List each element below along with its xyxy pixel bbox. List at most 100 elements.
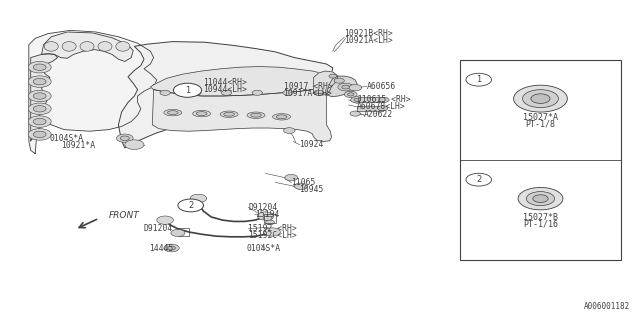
Circle shape	[283, 90, 293, 95]
Polygon shape	[152, 82, 332, 141]
Circle shape	[173, 83, 202, 97]
Circle shape	[257, 212, 274, 220]
Text: 14445: 14445	[149, 244, 173, 253]
Bar	[460, 60, 621, 260]
Circle shape	[221, 90, 232, 95]
Text: 0104S*A: 0104S*A	[246, 244, 280, 253]
Circle shape	[157, 216, 173, 224]
Polygon shape	[358, 97, 384, 102]
Ellipse shape	[116, 42, 130, 51]
Circle shape	[266, 220, 275, 225]
Circle shape	[171, 229, 185, 236]
Circle shape	[263, 216, 272, 220]
Circle shape	[190, 194, 207, 203]
Circle shape	[33, 131, 46, 138]
Circle shape	[294, 183, 307, 189]
Circle shape	[354, 98, 360, 101]
Polygon shape	[29, 30, 157, 154]
Text: 11065: 11065	[291, 178, 316, 187]
Text: PT-1/8: PT-1/8	[525, 120, 556, 129]
Text: 10921B<RH>: 10921B<RH>	[344, 29, 393, 38]
Text: 10921*A: 10921*A	[61, 141, 95, 150]
Circle shape	[533, 195, 548, 203]
Text: J10615 <RH>: J10615 <RH>	[357, 95, 411, 104]
Circle shape	[28, 90, 51, 102]
Polygon shape	[357, 106, 383, 111]
Text: 15192C<LH>: 15192C<LH>	[248, 231, 297, 240]
Ellipse shape	[251, 113, 261, 117]
Ellipse shape	[62, 42, 76, 51]
Ellipse shape	[80, 42, 94, 51]
Circle shape	[314, 90, 324, 95]
Circle shape	[329, 74, 337, 78]
Text: 15192 <RH>: 15192 <RH>	[248, 224, 297, 233]
Circle shape	[348, 93, 354, 96]
Ellipse shape	[193, 110, 211, 117]
Ellipse shape	[196, 112, 207, 116]
Circle shape	[342, 85, 349, 89]
Text: 15194: 15194	[255, 210, 279, 219]
Text: 10945: 10945	[300, 185, 324, 194]
Circle shape	[33, 118, 46, 125]
Text: 11044<RH>: 11044<RH>	[204, 78, 248, 87]
Text: 10917 <RH>: 10917 <RH>	[284, 82, 332, 91]
Circle shape	[28, 116, 51, 127]
Bar	[264, 214, 276, 223]
Text: D91204: D91204	[248, 203, 278, 212]
Text: 10917A<LH>: 10917A<LH>	[284, 89, 332, 98]
Circle shape	[252, 90, 262, 95]
Text: 15027*B: 15027*B	[523, 213, 558, 222]
Text: 1: 1	[476, 75, 481, 84]
Circle shape	[526, 192, 555, 206]
Circle shape	[344, 91, 357, 98]
Circle shape	[33, 93, 46, 99]
Polygon shape	[118, 42, 333, 148]
Ellipse shape	[168, 111, 178, 115]
Circle shape	[349, 84, 362, 91]
Circle shape	[116, 134, 133, 142]
Circle shape	[28, 103, 51, 115]
Polygon shape	[150, 67, 332, 96]
Circle shape	[466, 73, 492, 86]
Text: 0104S*A: 0104S*A	[50, 134, 84, 143]
Text: A006001182: A006001182	[584, 302, 630, 311]
Text: 15027*A: 15027*A	[523, 113, 558, 122]
Circle shape	[466, 173, 492, 186]
Circle shape	[178, 199, 204, 212]
Ellipse shape	[164, 109, 182, 116]
Polygon shape	[314, 71, 338, 94]
Circle shape	[33, 64, 46, 70]
Text: 2: 2	[476, 175, 481, 184]
Circle shape	[160, 90, 170, 95]
Text: D91204: D91204	[144, 224, 173, 233]
Circle shape	[531, 94, 550, 103]
Circle shape	[120, 136, 129, 140]
Bar	[178, 228, 189, 236]
Circle shape	[378, 106, 388, 111]
Circle shape	[518, 188, 563, 210]
Circle shape	[28, 76, 51, 87]
Ellipse shape	[220, 111, 238, 117]
Circle shape	[168, 246, 175, 250]
Text: A20622: A20622	[364, 110, 393, 119]
Ellipse shape	[276, 115, 287, 119]
Circle shape	[164, 244, 179, 252]
Circle shape	[334, 78, 344, 83]
Ellipse shape	[224, 112, 234, 116]
Circle shape	[350, 111, 360, 116]
Circle shape	[28, 129, 51, 140]
Polygon shape	[42, 32, 133, 61]
Ellipse shape	[247, 112, 265, 118]
Text: 2: 2	[188, 201, 193, 210]
Text: PT-1/16: PT-1/16	[523, 220, 558, 229]
Polygon shape	[31, 54, 58, 141]
Ellipse shape	[44, 42, 58, 51]
Ellipse shape	[98, 42, 112, 51]
Circle shape	[33, 78, 46, 85]
Text: A60656: A60656	[367, 82, 396, 91]
Circle shape	[285, 174, 298, 181]
Circle shape	[514, 85, 568, 112]
Text: 1: 1	[185, 86, 190, 95]
Circle shape	[379, 97, 389, 102]
Circle shape	[33, 106, 46, 112]
